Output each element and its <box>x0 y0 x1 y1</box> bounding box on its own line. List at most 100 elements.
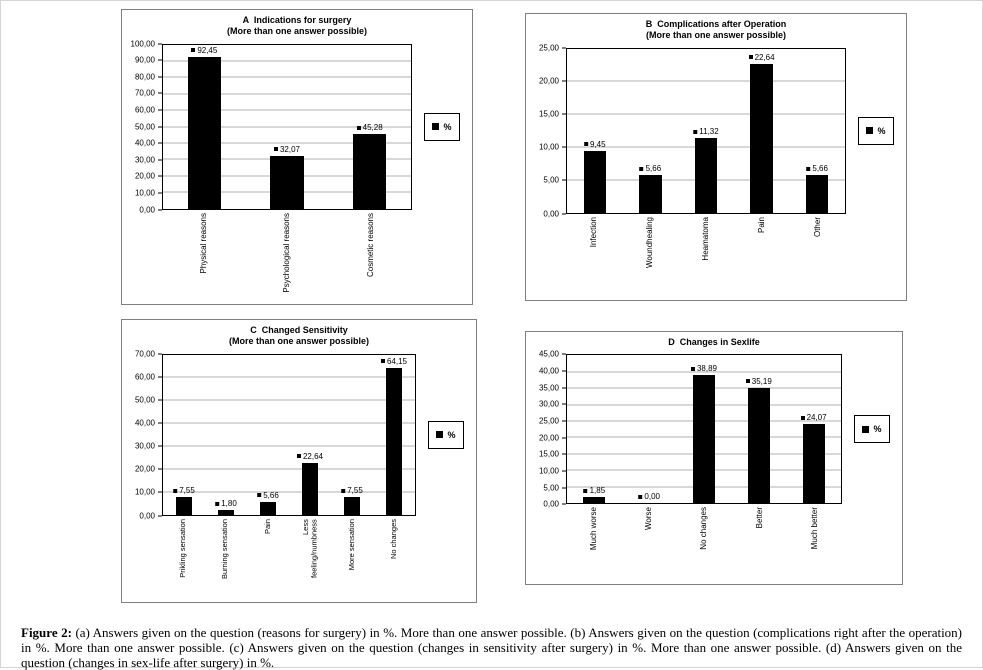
y-tick-label: 70,00 <box>134 88 155 98</box>
x-category: Prikling sensation <box>162 519 204 602</box>
x-category: Physical reasons <box>162 213 245 305</box>
plot-area: 92,45 32,07 45,28 <box>162 43 412 210</box>
x-category: No changes <box>374 519 416 602</box>
y-tick-label: 40,00 <box>538 366 559 376</box>
bar-value-label: 0,00 <box>638 492 660 501</box>
bar-pain <box>259 501 277 515</box>
plot-area: 1,85 0,00 38,89 35,19 24,07 <box>566 354 842 505</box>
chart-body: 25,00 20,00 15,00 10,00 5,00 0,00 9,45 5,66 11,… <box>526 43 906 300</box>
bar-prikling-sensation <box>175 497 193 515</box>
chart-title: A Indications for surgery <box>242 15 352 25</box>
bar-group-much-better: 24,07 <box>786 355 841 504</box>
y-tick-mark <box>158 76 162 78</box>
y-tick-mark <box>562 387 566 389</box>
bar-value: 32,07 <box>279 144 301 154</box>
y-tick-label: 5,00 <box>543 175 559 185</box>
y-tick-label: 35,00 <box>538 383 559 393</box>
x-axis-labels: Physical reasons Psychological reasons Cos… <box>162 210 412 305</box>
data-label-marker-icon <box>806 166 811 171</box>
y-tick-mark <box>562 353 566 355</box>
gridline <box>567 371 841 373</box>
bar-group-heamatoma: 11,32 <box>678 49 734 213</box>
y-tick-mark <box>158 491 162 493</box>
bars: 7,55 1,80 5,66 22,64 7,55 64,15 <box>163 355 415 515</box>
chart-subtitle: (More than one answer possible) <box>226 26 368 37</box>
bar-group-infection: 9,45 <box>567 49 623 213</box>
data-label-marker-icon <box>380 359 385 364</box>
bar-value: 38,89 <box>696 364 717 374</box>
series-marker-icon <box>432 123 440 130</box>
y-tick-label: 10,00 <box>134 487 155 497</box>
y-tick-label: 0,00 <box>139 511 155 520</box>
data-label-marker-icon <box>191 48 196 53</box>
y-tick-label: 0,00 <box>139 205 155 214</box>
y-tick-mark <box>158 126 162 127</box>
bar-group-cosmetic-reasons: 45,28 <box>328 45 411 209</box>
chart-indications-for-surgery: A Indications for surgery (More than one… <box>121 9 473 305</box>
y-tick-label: 20,00 <box>134 171 155 181</box>
y-tick-label: 100,00 <box>130 39 155 48</box>
bar-group-much-worse: 1,85 <box>567 355 622 504</box>
data-label-marker-icon <box>584 142 589 147</box>
y-tick-label: 45,00 <box>538 349 559 359</box>
y-tick-label: 90,00 <box>134 55 155 65</box>
bar-cosmetic-reasons <box>353 134 387 209</box>
legend: % <box>424 112 460 141</box>
data-label-marker-icon <box>173 488 178 493</box>
bar-value: 24,07 <box>806 413 827 423</box>
bar-value-label: 5,66 <box>806 164 828 173</box>
x-category-label: Psychological reasons <box>282 212 292 293</box>
y-tick-mark <box>562 179 566 181</box>
data-label-marker-icon <box>215 501 220 506</box>
bar-value: 45,28 <box>362 123 383 133</box>
bar-more-sensation <box>343 497 361 515</box>
bar-burning-sensation <box>217 510 235 515</box>
bar-group-prikling-sensation: 7,55 <box>163 355 205 515</box>
x-category: Worse <box>621 507 676 582</box>
bar-psychological-reasons <box>270 155 304 209</box>
x-category: Cosmetic reasons <box>329 212 412 305</box>
series-marker-icon <box>436 431 444 438</box>
bar-woundhealing <box>639 175 662 213</box>
bar-value-label: 9,45 <box>584 140 606 149</box>
y-tick-mark <box>158 59 162 61</box>
y-tick-label: 40,00 <box>134 138 155 148</box>
bar-group-no-changes: 64,15 <box>373 355 415 515</box>
x-category-label: Cosmetic reasons <box>365 212 375 277</box>
bar-value: 22,64 <box>302 451 324 461</box>
bar-value: 22,64 <box>754 52 775 62</box>
bar-group-more-sensation: 7,55 <box>331 355 373 515</box>
y-tick-label: 0,00 <box>543 499 559 509</box>
y-tick-label: 15,00 <box>538 449 559 459</box>
bar-value: 7,55 <box>179 486 195 496</box>
y-tick-mark <box>158 92 162 94</box>
chart-complications-after-operation: B Complications after Operation (More th… <box>525 13 907 301</box>
y-tick-label: 50,00 <box>134 395 155 405</box>
x-category-label: Less feeling/numbness <box>300 518 319 578</box>
bar-group-psychological-reasons: 32,07 <box>246 45 329 209</box>
chart-body: 100,00 90,00 80,00 70,00 60,00 50,00 40,00 30,0… <box>122 39 472 305</box>
y-tick-mark <box>158 445 162 447</box>
y-tick-mark <box>158 515 162 516</box>
data-label-marker-icon <box>693 129 698 134</box>
y-tick-mark <box>562 370 566 372</box>
x-category: Better <box>732 507 787 582</box>
bar-value: 35,19 <box>751 376 772 386</box>
y-axis: 45,00 40,00 35,00 30,00 25,00 20,00 15,00 10,00… <box>526 350 566 509</box>
chart-subtitle: (More than one answer possible) <box>645 30 787 41</box>
bar-value-label: 1,80 <box>215 499 237 508</box>
bar-value: 0,00 <box>644 492 660 502</box>
legend-area: % <box>416 354 476 516</box>
bar-value: 5,66 <box>812 164 828 174</box>
x-category: Other <box>790 217 846 300</box>
bar-no-changes <box>385 367 403 515</box>
legend-area: % <box>412 44 472 210</box>
data-label-marker-icon <box>356 125 361 130</box>
plot-column: 7,55 1,80 5,66 22,64 7,55 64,15 Prikling sens… <box>162 353 416 602</box>
gridline <box>163 109 411 111</box>
chart-title-block: A Indications for surgery (More than one… <box>122 15 472 38</box>
chart-title-block: D Changes in Sexlife <box>526 337 902 348</box>
bar-value-label: 22,64 <box>296 451 324 461</box>
y-tick-label: 30,00 <box>134 441 155 451</box>
x-category-label: No changes <box>699 507 709 550</box>
